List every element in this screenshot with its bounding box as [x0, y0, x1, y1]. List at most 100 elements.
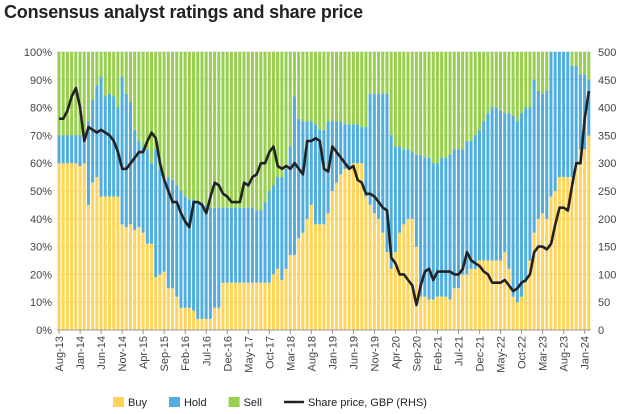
y-left-tick-label: 60%	[30, 158, 52, 170]
bar-buy	[133, 229, 137, 330]
bar-sell	[255, 52, 259, 211]
bar-buy	[263, 282, 267, 330]
bar-hold	[107, 93, 111, 197]
bar-sell	[410, 52, 414, 153]
bar-sell	[377, 52, 381, 94]
bar-hold	[503, 113, 507, 253]
bar-buy	[183, 307, 187, 330]
bar-buy	[414, 246, 418, 330]
bar-hold	[183, 196, 187, 308]
bar-hold	[318, 129, 322, 225]
bar-sell	[402, 52, 406, 150]
bar-buy	[330, 191, 334, 330]
bar-buy	[175, 296, 179, 330]
bar-buy	[292, 254, 296, 330]
bar-hold	[360, 127, 364, 164]
bar-buy	[276, 268, 280, 330]
bar-buy	[82, 163, 86, 330]
bar-buy	[116, 196, 120, 330]
bar-sell	[583, 52, 587, 75]
bar-buy	[154, 277, 158, 330]
bar-buy	[532, 232, 536, 330]
bar-sell	[301, 52, 305, 122]
bar-hold	[482, 121, 486, 261]
bar-buy	[78, 165, 82, 330]
x-tick-label: Mar-23	[538, 336, 550, 371]
x-tick-label: Nov-14	[117, 336, 129, 371]
bar-sell	[473, 52, 477, 136]
bar-sell	[116, 52, 120, 108]
bar-hold	[234, 207, 238, 283]
bar-hold	[271, 185, 275, 275]
bar-hold	[61, 135, 65, 164]
bar-sell	[440, 52, 444, 158]
bar-hold	[322, 129, 326, 225]
x-tick-label: Apr-15	[138, 336, 150, 369]
bar-sell	[271, 52, 275, 186]
bar-sell	[423, 52, 427, 158]
x-tick-label: Feb-16	[180, 336, 192, 371]
bar-sell	[381, 52, 385, 94]
bar-sell	[166, 52, 170, 178]
bar-sell	[309, 52, 313, 122]
bar-hold	[91, 99, 95, 183]
bar-buy	[74, 163, 78, 330]
y-left-tick-label: 20%	[30, 269, 52, 281]
bar-buy	[435, 296, 439, 330]
bar-buy	[524, 282, 528, 330]
bar-sell	[431, 52, 435, 164]
bar-buy	[250, 282, 254, 330]
bar-sell	[141, 52, 145, 147]
bar-sell	[234, 52, 238, 208]
bar-hold	[372, 93, 376, 214]
y-right-tick-label: 350	[598, 130, 616, 142]
x-tick-label: Jan-24	[580, 336, 592, 370]
bar-buy	[343, 168, 347, 330]
bar-sell	[351, 52, 355, 125]
bar-hold	[574, 65, 578, 164]
bar-sell	[95, 52, 99, 86]
bar-hold	[179, 191, 183, 308]
bar-buy	[452, 288, 456, 330]
x-tick-label: Sep-20	[412, 336, 424, 371]
bar-hold	[133, 129, 137, 230]
bar-hold	[313, 124, 317, 225]
bar-sell	[343, 52, 347, 125]
legend-swatch	[228, 397, 240, 407]
bar-buy	[86, 204, 90, 330]
bar-sell	[225, 52, 229, 208]
bar-buy	[267, 282, 271, 330]
bar-buy	[225, 282, 229, 330]
bar-sell	[200, 52, 204, 203]
bar-hold	[444, 157, 448, 297]
bar-buy	[372, 213, 376, 330]
legend-label: Buy	[128, 397, 147, 409]
y-right-tick-label: 250	[598, 186, 616, 198]
legend-swatch	[113, 397, 124, 407]
bar-sell	[137, 52, 141, 141]
bar-buy	[503, 252, 507, 330]
bar-buy	[217, 307, 221, 330]
bar-hold	[255, 210, 259, 283]
bar-buy	[158, 274, 162, 330]
bar-hold	[347, 124, 351, 169]
bar-buy	[473, 268, 477, 330]
bar-hold	[456, 149, 460, 289]
bar-hold	[486, 113, 490, 261]
bar-sell	[435, 52, 439, 164]
bar-hold	[515, 121, 519, 303]
bar-sell	[368, 52, 372, 94]
bar-hold	[242, 207, 246, 283]
bar-sell	[532, 52, 536, 80]
bar-hold	[343, 124, 347, 169]
bar-sell	[179, 52, 183, 191]
bar-buy	[179, 307, 183, 330]
y-left-tick-label: 80%	[30, 103, 52, 115]
bar-hold	[541, 93, 545, 214]
bar-buy	[574, 163, 578, 330]
bar-buy	[187, 307, 191, 330]
bar-hold	[532, 79, 536, 233]
bar-sell	[330, 52, 334, 122]
legend-label: Sell	[244, 397, 262, 409]
bar-buy	[477, 260, 481, 330]
